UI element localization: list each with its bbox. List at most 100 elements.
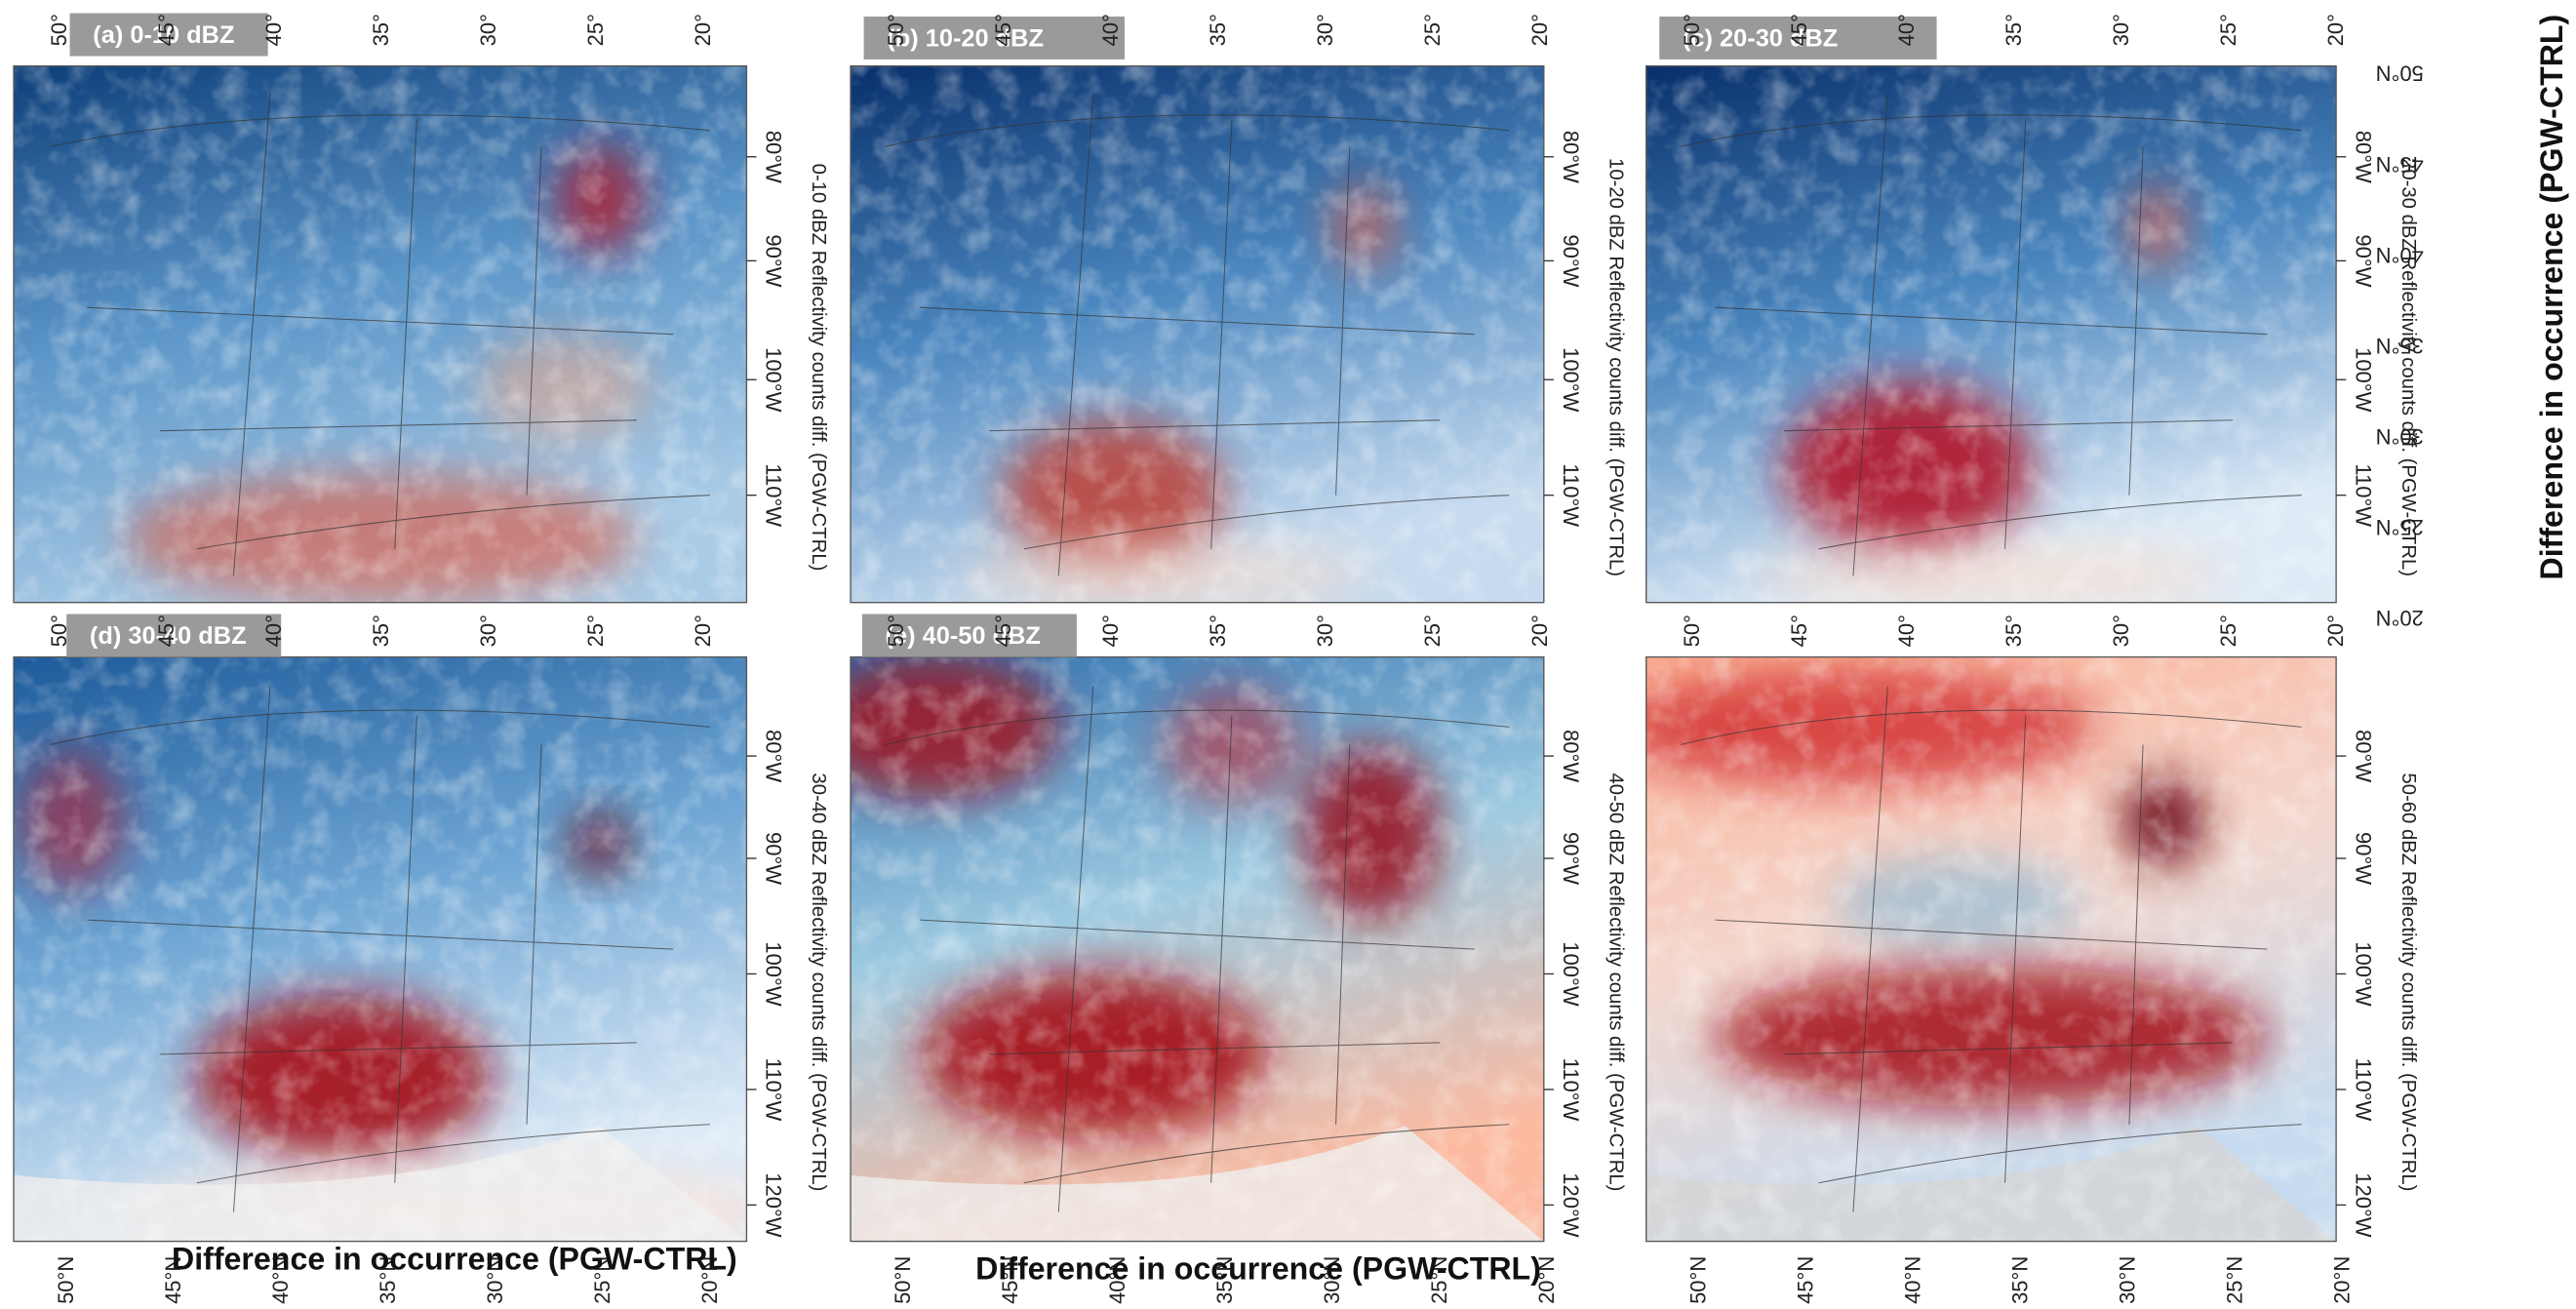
state-borders <box>1680 93 2302 576</box>
lat-tick-label: 20° <box>1527 14 1552 46</box>
lat-tick-label: 50°N <box>1686 1256 1711 1304</box>
lat-tick-label: 50°N <box>891 1256 915 1304</box>
lat-tick-label: 45° <box>154 14 178 46</box>
lat-tick-label: 20°N <box>697 1256 722 1304</box>
lat-tick-label: 30° <box>1313 14 1337 46</box>
lat-tick-label: 50°N <box>2376 61 2424 86</box>
lon-tick-label: 100°W <box>2351 347 2375 413</box>
state-borders <box>50 93 710 576</box>
lat-tick-label: 35°N <box>1212 1256 1237 1304</box>
lat-tick-label: 50° <box>884 615 908 647</box>
axis-label: 40-50 dBZ Reflectivity counts diff. (PGW… <box>1605 773 1627 1191</box>
lat-tick-label: 20° <box>691 14 715 46</box>
lat-tick-label: 25°N <box>590 1256 614 1304</box>
panel-frame <box>13 65 748 604</box>
lat-tick-label: 45°N <box>2376 152 2424 177</box>
lat-tick-label: 20° <box>691 615 715 647</box>
colorbar-title: Difference in occurrence (PGW-CTRL) <box>2534 15 2569 580</box>
lat-tick-label: 40° <box>1098 615 1123 647</box>
lon-tick-label: 110°W <box>2351 1058 2375 1122</box>
lon-tick-label: 80°W <box>2351 131 2375 183</box>
lon-tick-label: 90°W <box>2351 234 2375 287</box>
panel-label-box <box>863 16 1125 60</box>
lat-tick-label: 20° <box>2323 14 2348 46</box>
lat-tick-label: 30° <box>476 615 500 647</box>
panel-label-box <box>861 614 1077 657</box>
lon-tick-label: 110°W <box>1559 1058 1583 1122</box>
lat-tick-label: 25° <box>583 14 608 46</box>
lat-tick-label: 45° <box>991 14 1015 46</box>
map-panel: 50° 45° 40° 35° 30° 25° 20° 80°W 90°W 100°W 110°W 1… <box>1645 615 2419 1304</box>
lon-tick-label: 110°W <box>762 1058 786 1122</box>
panel-label-box <box>66 614 282 657</box>
lon-tick-label: 80°W <box>2351 730 2375 782</box>
state-borders <box>1680 686 2302 1212</box>
panel-label: (b) 10-20 dBZ <box>887 24 1044 52</box>
lat-tick-label: 45°N <box>1794 1256 1818 1304</box>
lat-tick-label: 40°N <box>268 1256 293 1304</box>
lat-tick-label: 40° <box>261 615 286 647</box>
axis-label: 30-40 dBZ Reflectivity counts diff. (PGW… <box>808 773 829 1191</box>
axis-label: 20-30 dBZ Reflectivity counts diff. (PGW… <box>2398 158 2419 576</box>
panel-label: (e) 40-50 dBZ <box>886 622 1041 650</box>
lat-tick-label: 35° <box>369 615 393 647</box>
lat-tick-label: 40° <box>1894 615 1919 647</box>
lat-tick-label: 35° <box>2001 615 2026 647</box>
map-panel: (d) 30-40 dBZ 50° 45° 40° 35° 30° 25° 20° 80°W 90… <box>13 614 829 1304</box>
map-texture <box>851 656 1544 1242</box>
lon-tick-label: 100°W <box>1559 347 1583 413</box>
lat-tick-label: 30° <box>2109 14 2133 46</box>
axis-label: 10-20 dBZ Reflectivity counts diff. (PGW… <box>1605 158 1627 576</box>
lon-tick-label: 80°W <box>762 730 786 782</box>
panel-frame <box>1645 65 2337 604</box>
lon-tick-label: 90°W <box>1559 234 1583 287</box>
state-borders <box>885 93 1510 576</box>
lon-tick-label: 120°W <box>2351 1172 2375 1238</box>
lat-tick-label: 30°N <box>483 1256 507 1304</box>
lon-tick-label: 100°W <box>2351 941 2375 1007</box>
lon-tick-label: 80°W <box>1559 131 1583 183</box>
map-texture <box>14 65 747 603</box>
lat-tick-label: 50° <box>884 14 908 46</box>
lat-tick-label: 45°N <box>998 1256 1022 1304</box>
map-texture <box>1645 65 2337 603</box>
panel-frame <box>13 655 748 1243</box>
lat-tick-label: 40° <box>1098 14 1123 46</box>
lat-tick-label: 35° <box>2001 14 2026 46</box>
panel-label: (a) 0-10 dBZ <box>93 21 234 49</box>
lat-tick-label: 30° <box>2109 615 2133 647</box>
axis-label: 0-10 dBZ Reflectivity counts diff. (PGW-… <box>808 164 829 572</box>
lat-tick-label: 40°N <box>1901 1256 1925 1304</box>
colorbar-title: Difference in occurrence (PGW-CTRL) <box>975 1251 1541 1287</box>
lon-tick-label: 100°W <box>762 347 786 413</box>
lat-tick-label: 45°N <box>161 1256 185 1304</box>
lat-tick-label: 45° <box>1787 14 1811 46</box>
lat-tick-label: 35°N <box>2376 334 2424 358</box>
lat-tick-label: 40° <box>1894 14 1919 46</box>
lat-tick-label: 50° <box>47 615 71 647</box>
lat-tick-label: 35°N <box>376 1256 400 1304</box>
panel-label: (c) 20-30 dBZ <box>1683 24 1838 52</box>
state-borders <box>885 686 1510 1212</box>
lat-tick-label: 25° <box>583 615 608 647</box>
lat-tick-label: 50° <box>47 14 71 46</box>
lat-tick-label: 25° <box>2216 615 2240 647</box>
lat-tick-label: 30°N <box>2116 1256 2140 1304</box>
lat-tick-label: 20°N <box>1534 1256 1559 1304</box>
lat-tick-label: 25°N <box>2376 515 2424 539</box>
state-borders <box>50 686 710 1212</box>
lat-tick-label: 35° <box>369 14 393 46</box>
panel-label-box <box>69 13 268 57</box>
lat-tick-label: 30°N <box>2376 424 2424 449</box>
lon-tick-label: 100°W <box>762 941 786 1007</box>
lat-tick-label: 40°N <box>2376 243 2424 267</box>
lon-tick-label: 100°W <box>1559 941 1583 1007</box>
panel-frame <box>850 65 1545 604</box>
lon-tick-label: 80°W <box>762 131 786 183</box>
lat-tick-label: 25°N <box>2223 1256 2247 1304</box>
colorbar-title: Difference in occurrence (PGW-CTRL) <box>172 1241 737 1276</box>
